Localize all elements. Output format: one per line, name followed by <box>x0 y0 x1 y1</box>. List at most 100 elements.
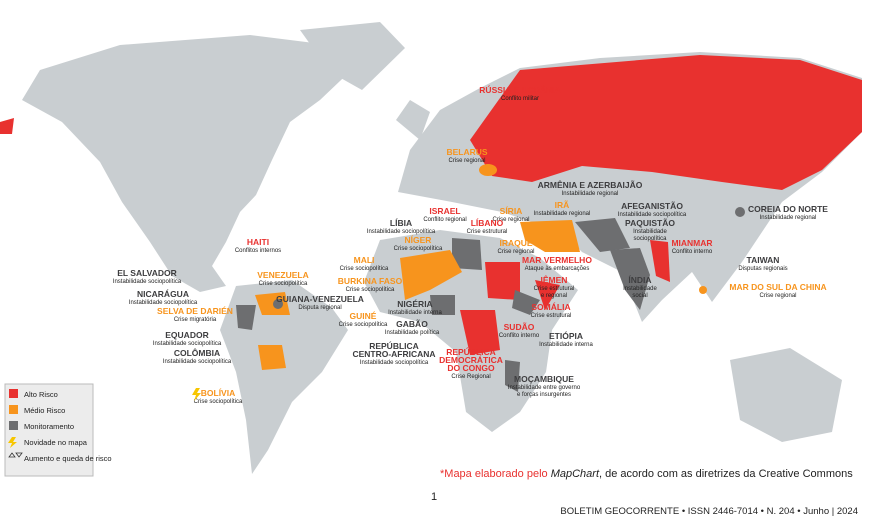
legend-icon <box>8 452 23 458</box>
footnote-part: *Mapa elaborado pelo <box>440 468 551 480</box>
place-name: SÍRIA <box>500 206 523 216</box>
footnote: *Mapa elaborado pelo MapChart, de acordo… <box>440 468 853 480</box>
place-name: GUINÉ <box>350 311 377 321</box>
place-name: MALI <box>354 255 375 265</box>
place-name: RÚSSIA E UCRÂNIA <box>479 84 560 95</box>
place-name: BOLÍVIA <box>201 388 235 398</box>
place-name: MOÇAMBIQUE <box>514 374 574 384</box>
place-name: REPÚBLICA <box>446 346 496 357</box>
place-status: Instabilidade sociopolítica <box>153 341 222 347</box>
place-status: Instabilidade <box>623 286 657 292</box>
place-status: Instabilidade regional <box>534 211 591 217</box>
place-name: DO CONGO <box>447 363 495 373</box>
place-name: VENEZUELA <box>257 270 308 280</box>
footer: BOLETIM GEOCORRENTE • ISSN 2446-7014 • N… <box>560 506 858 517</box>
place-name: COREIA DO NORTE <box>748 204 828 214</box>
place-status: Instabilidade sociopolítica <box>360 360 429 366</box>
place-status: Crise regional <box>497 249 534 255</box>
legend-label: Aumento e queda de risco <box>24 454 112 463</box>
place-name: NICARÁGUA <box>137 289 189 299</box>
place-status: Crise regional <box>448 158 485 164</box>
place-name: LÍBIA <box>390 218 412 228</box>
place-status: Conflito interno <box>499 333 540 339</box>
place-status: Instabilidade interna <box>388 310 442 316</box>
place-name: HAITI <box>247 237 269 247</box>
place-status: Instabilidade sociopolítica <box>367 229 436 235</box>
legend-swatch <box>9 421 18 430</box>
place-status: Ataque às embarcações <box>525 266 590 272</box>
place-name: ISRAEL <box>429 206 460 216</box>
place-name: ARMÊNIA E AZERBAIJÃO <box>538 179 643 190</box>
legend-icon <box>8 437 17 448</box>
place-status: Crise sociopolítica <box>194 399 243 405</box>
place-name: PAQUISTÃO <box>625 218 675 228</box>
place-name: TAIWAN <box>747 255 780 265</box>
place-status: Disputa regional <box>298 305 341 311</box>
place-name: ÍNDIA <box>628 275 651 285</box>
place-name: IÊMEN <box>541 274 568 285</box>
place-name: MAR DO SUL DA CHINA <box>729 282 826 292</box>
legend-box <box>4 383 94 477</box>
place-status: social <box>632 293 647 299</box>
legend-label: Médio Risco <box>24 406 65 415</box>
place-name: DEMOCRÁTICA <box>439 355 503 365</box>
place-name: EQUADOR <box>165 330 208 340</box>
place-status: Conflito interno <box>672 249 713 255</box>
place-status: Crise estrutural <box>467 229 508 235</box>
footnote-part: MapChart <box>551 468 600 480</box>
place-status: Instabilidade sociopolítica <box>163 359 232 365</box>
place-name: NIGÉRIA <box>397 299 432 309</box>
place-name: COLÔMBIA <box>174 347 220 358</box>
place-status: Instabilidade entre governo <box>508 385 581 391</box>
legend-label: Novidade no mapa <box>24 438 88 447</box>
place-name: AFEGANISTÃO <box>621 201 683 211</box>
place-status: Crise Regional <box>451 374 490 380</box>
place-status: Crise estrutural <box>531 313 572 319</box>
place-status: Crise sociopolítica <box>346 287 395 293</box>
place-status: Instabilidade sociopolítica <box>618 212 687 218</box>
place-status: Conflitos internos <box>235 248 281 254</box>
place-status: Crise sociopolítica <box>259 281 308 287</box>
place-status: Instabilidade sociopolítica <box>129 300 198 306</box>
place-name: LÍBANO <box>471 218 504 228</box>
place-name: ETIÓPIA <box>549 330 583 341</box>
place-name: IRÃ <box>555 200 570 210</box>
place-status: Crise sociopolítica <box>340 266 389 272</box>
legend-swatch <box>9 389 18 398</box>
place-status: e regional <box>541 293 567 299</box>
place-status: e forças insurgentes <box>517 392 571 398</box>
place-status: Instabilidade regional <box>562 191 619 197</box>
legend-swatch <box>9 405 18 414</box>
place-status: Instabilidade <box>633 229 667 235</box>
place-status: Crise sociopolítica <box>394 246 443 252</box>
place-name: EL SALVADOR <box>117 268 177 278</box>
legend-label: Monitoramento <box>24 422 74 431</box>
place-name: GUIANA-VENEZUELA <box>276 294 364 304</box>
new-icon <box>192 388 201 401</box>
place-status: Instabilidade política <box>385 330 440 336</box>
place-name: CENTRO-AFRICANA <box>352 349 435 359</box>
place-status: Crise regional <box>492 217 529 223</box>
place-name: SOMÁLIA <box>531 302 570 312</box>
place-name: BELARUS <box>446 147 487 157</box>
place-name: BURKINA FASO <box>338 276 403 286</box>
place-name: MAR VERMELHO <box>522 255 592 265</box>
page-number: 1 <box>431 491 437 503</box>
place-name: SELVA DE DARIÉN <box>157 306 233 316</box>
place-status: Instabilidade interna <box>539 342 593 348</box>
place-status: Instabilidade sociopolítica <box>113 279 182 285</box>
footnote-part: , de acordo com as diretrizes da Creativ… <box>599 468 853 480</box>
place-name: GABÃO <box>396 319 428 329</box>
place-status: Crise estrutural <box>534 286 575 292</box>
place-status: Conflito regional <box>423 217 466 223</box>
place-name: SUDÃO <box>504 322 535 332</box>
place-status: Crise migratória <box>174 317 217 323</box>
highlighted-countries <box>0 55 862 392</box>
place-status: sociopolítica <box>633 236 667 242</box>
place-status: Crise regional <box>759 293 796 299</box>
place-name: REPÚBLICA <box>369 340 419 351</box>
place-status: Conflito militar <box>501 96 539 102</box>
place-status: Disputas regionais <box>738 266 787 272</box>
